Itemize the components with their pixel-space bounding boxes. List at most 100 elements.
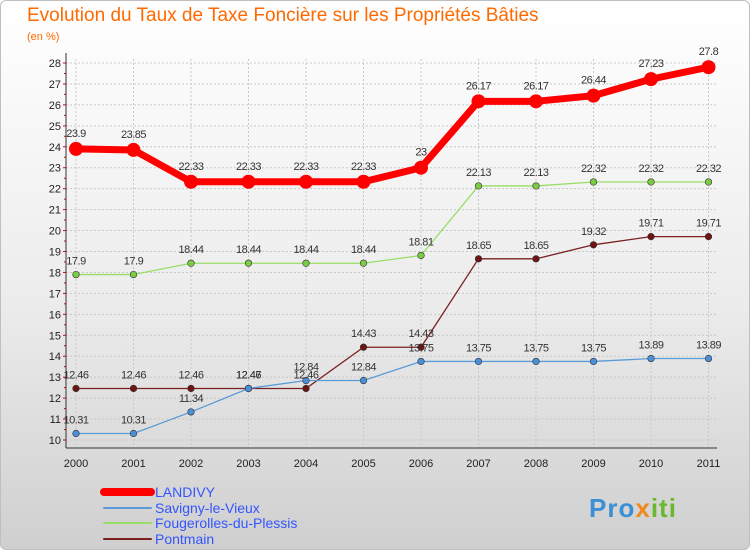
data-label: 13.89 [696, 340, 721, 352]
series-markers [69, 60, 716, 438]
data-label: 22.32 [581, 163, 606, 175]
data-point [647, 178, 655, 186]
y-tick-label: 21 [49, 205, 61, 217]
x-tick-label: 2006 [409, 458, 433, 470]
data-label: 23 [415, 147, 427, 159]
data-label: 12.46 [63, 369, 88, 381]
data-point [359, 259, 368, 267]
data-point [299, 174, 313, 189]
data-point [244, 384, 253, 393]
data-label: 12.84 [351, 362, 376, 374]
data-label: 27.23 [638, 58, 663, 70]
y-tick-label: 16 [49, 309, 61, 321]
data-label: 12.46 [293, 369, 318, 381]
data-point [72, 384, 80, 393]
y-tick-label: 18 [49, 267, 61, 279]
data-point [359, 343, 368, 351]
x-tick-label: 2005 [351, 458, 375, 470]
y-tick-label: 20 [49, 226, 61, 238]
y-tick-label: 27 [49, 79, 61, 91]
data-label: 17.9 [124, 256, 144, 268]
data-point [72, 429, 80, 438]
data-point [529, 94, 543, 109]
data-label: 22.13 [523, 167, 548, 179]
grid [66, 59, 717, 448]
data-label: 27.8 [699, 46, 719, 58]
x-tick-label: 2004 [294, 458, 318, 470]
data-label: 12.84 [293, 362, 318, 374]
x-tick-label: 2008 [524, 458, 548, 470]
legend-label: Savigny-le-Vieux [155, 500, 260, 516]
y-tick-label: 26 [49, 100, 61, 112]
y-tick-label: 22 [49, 184, 61, 196]
y-axis-unit-label: (en %) [27, 31, 60, 43]
data-label: 12.46 [236, 369, 261, 381]
x-tick-label: 2010 [639, 458, 663, 470]
data-label: 13.75 [466, 342, 491, 354]
y-tick-label: 15 [49, 330, 61, 342]
data-label: 19.32 [581, 226, 606, 238]
data-point [359, 376, 368, 385]
data-label: 13.75 [408, 342, 433, 354]
legend-label: Pontmain [155, 531, 214, 547]
data-label: 12.46 [121, 369, 146, 381]
data-point [704, 233, 713, 241]
y-tick-label: 12 [49, 393, 61, 405]
logo-part-x: x [635, 493, 651, 523]
series-line-1 [75, 357, 710, 435]
logo-part-iti: iti [650, 493, 677, 523]
data-label: 10.31 [121, 415, 146, 427]
data-label: 22.33 [178, 161, 203, 173]
data-label: 14.43 [351, 328, 376, 340]
data-point [532, 357, 540, 366]
legend-label: LANDIVY [155, 484, 216, 500]
data-label: 18.81 [408, 236, 433, 248]
data-label: 18.65 [466, 240, 491, 252]
data-label: 19.71 [696, 218, 721, 230]
y-tick-label: 19 [49, 247, 61, 259]
data-point [532, 255, 540, 263]
data-point [589, 241, 598, 249]
x-tick-label: 2003 [236, 458, 260, 470]
y-tick-label: 11 [50, 414, 61, 426]
data-label: 22.33 [236, 161, 261, 173]
x-tick-label: 2000 [64, 458, 88, 470]
y-tick-label: 14 [49, 351, 61, 363]
data-point [126, 142, 141, 157]
y-tick-label: 23 [49, 163, 61, 175]
data-point [302, 259, 310, 267]
data-point [417, 343, 425, 351]
data-label: 13.89 [638, 340, 663, 352]
data-point [72, 270, 80, 279]
data-label: 18.65 [523, 240, 548, 252]
y-tick-label: 10 [49, 435, 61, 447]
x-tick-label: 2001 [121, 458, 145, 470]
data-label: 19.71 [638, 218, 663, 230]
axes: 10 11 12 13 14 15 16 17 18 19 20 21 22 23 24 25 26 27 28 20… [49, 53, 721, 470]
data-label: 18.44 [236, 244, 261, 256]
data-point [532, 182, 540, 190]
data-label: 26.17 [523, 80, 548, 92]
proxiti-logo: Proxiti [589, 493, 677, 524]
series-line-3 [75, 235, 710, 390]
logo-part-pro: Pro [589, 493, 636, 523]
data-point [244, 259, 253, 267]
data-point [302, 384, 310, 393]
legend-label: Fougerolles-du-Plessis [155, 515, 297, 531]
data-point [589, 178, 598, 186]
data-point [187, 259, 195, 267]
data-point [474, 182, 483, 190]
data-point [356, 174, 371, 189]
data-point [187, 408, 195, 416]
data-label: 18.44 [178, 244, 203, 256]
data-point [184, 174, 198, 189]
y-tick-label: 28 [49, 58, 61, 70]
y-tick-label: 25 [49, 121, 61, 133]
data-label: 12.46 [178, 369, 203, 381]
data-point [417, 357, 425, 366]
data-label: 18.44 [351, 244, 376, 256]
data-label: 26.44 [581, 75, 606, 87]
x-tick-label: 2011 [697, 458, 721, 470]
